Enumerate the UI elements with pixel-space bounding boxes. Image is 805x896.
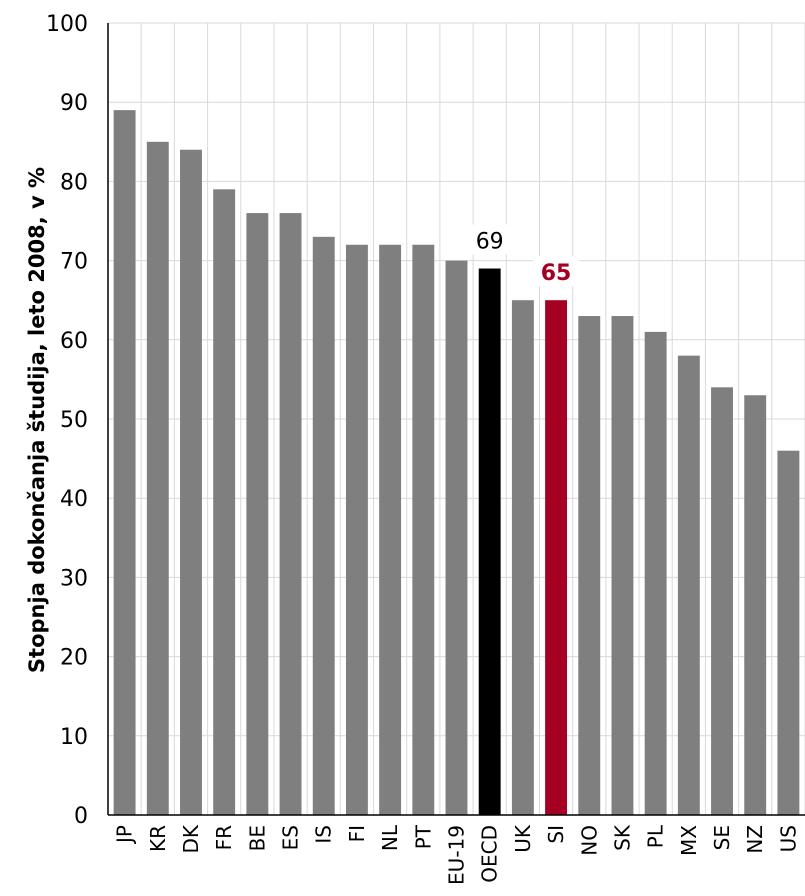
y-tick-label: 100 <box>46 12 88 37</box>
x-tick-label: UK <box>511 824 535 853</box>
x-tick-label: OECD <box>478 825 502 883</box>
y-tick-label: 90 <box>60 91 88 116</box>
x-tick-label: FR <box>212 825 236 851</box>
y-axis-label: Stopnja dokončanja študija, leto 2008, v… <box>25 167 49 673</box>
y-tick-label: 50 <box>60 408 88 433</box>
bar-mx <box>677 355 700 815</box>
bar-kr <box>146 141 169 816</box>
y-tick-label: 10 <box>60 725 88 750</box>
y-tick-label: 30 <box>60 566 88 591</box>
bar-jp <box>113 110 136 816</box>
x-tick-label: MX <box>677 825 701 856</box>
x-tick-label: NL <box>378 824 402 851</box>
x-tick-label: NZ <box>743 825 767 854</box>
bar-us <box>777 450 800 815</box>
y-tick-label: 80 <box>60 170 88 195</box>
data-label-oecd: 69 <box>476 230 504 255</box>
bar-is <box>312 236 335 816</box>
bar-nz <box>744 395 767 815</box>
x-tick-label: KR <box>146 825 170 852</box>
bar-fr <box>213 189 236 815</box>
axes <box>107 23 805 816</box>
x-tick-label: ES <box>279 825 303 850</box>
data-labels: 69 65 <box>466 224 580 287</box>
x-tick-label: SK <box>610 824 634 851</box>
x-tick-label: FI <box>345 825 369 842</box>
bar-nl <box>379 244 402 815</box>
x-tick-label: PL <box>644 824 668 848</box>
bar-pt <box>412 244 435 815</box>
x-tick-label: IS <box>312 825 336 844</box>
bar-be <box>246 213 269 815</box>
bar-se <box>711 387 733 815</box>
data-label-bg <box>466 224 513 255</box>
x-tick-label: SE <box>710 825 734 850</box>
bar-si <box>545 300 568 815</box>
x-tick-label: BE <box>245 825 269 851</box>
y-tick-label: 0 <box>74 804 88 829</box>
bar-no <box>578 316 601 815</box>
bar-oecd <box>478 268 501 815</box>
bars <box>113 110 800 816</box>
data-label-bg <box>533 256 580 287</box>
x-tick-label: SI <box>544 825 568 844</box>
y-tick-label: 60 <box>60 329 88 354</box>
x-tick-labels: JP KR DK FR BE ES IS FI NL PT EU-19 OECD UK SI NO SK PL M… <box>113 824 801 885</box>
bar-sk <box>611 316 634 815</box>
bar-es <box>279 213 302 815</box>
x-tick-label: US <box>776 825 800 852</box>
y-tick-label: 70 <box>60 250 88 275</box>
bar-pl <box>644 331 667 815</box>
y-tick-label: 40 <box>60 487 88 512</box>
x-tick-label: EU-19 <box>445 825 469 885</box>
data-label-si: 65 <box>541 261 572 286</box>
bar-fi <box>345 244 368 815</box>
x-tick-label: JP <box>113 825 137 845</box>
bar-eu-19 <box>445 260 468 816</box>
x-tick-label: DK <box>179 824 203 853</box>
y-tick-label: 20 <box>60 646 88 671</box>
bar-dk <box>180 149 202 816</box>
x-tick-label: PT <box>411 824 435 849</box>
bar-uk <box>511 300 534 815</box>
y-tick-labels: 0 10 20 30 40 50 60 70 80 90 100 <box>46 12 88 829</box>
x-tick-label: NO <box>577 825 601 856</box>
